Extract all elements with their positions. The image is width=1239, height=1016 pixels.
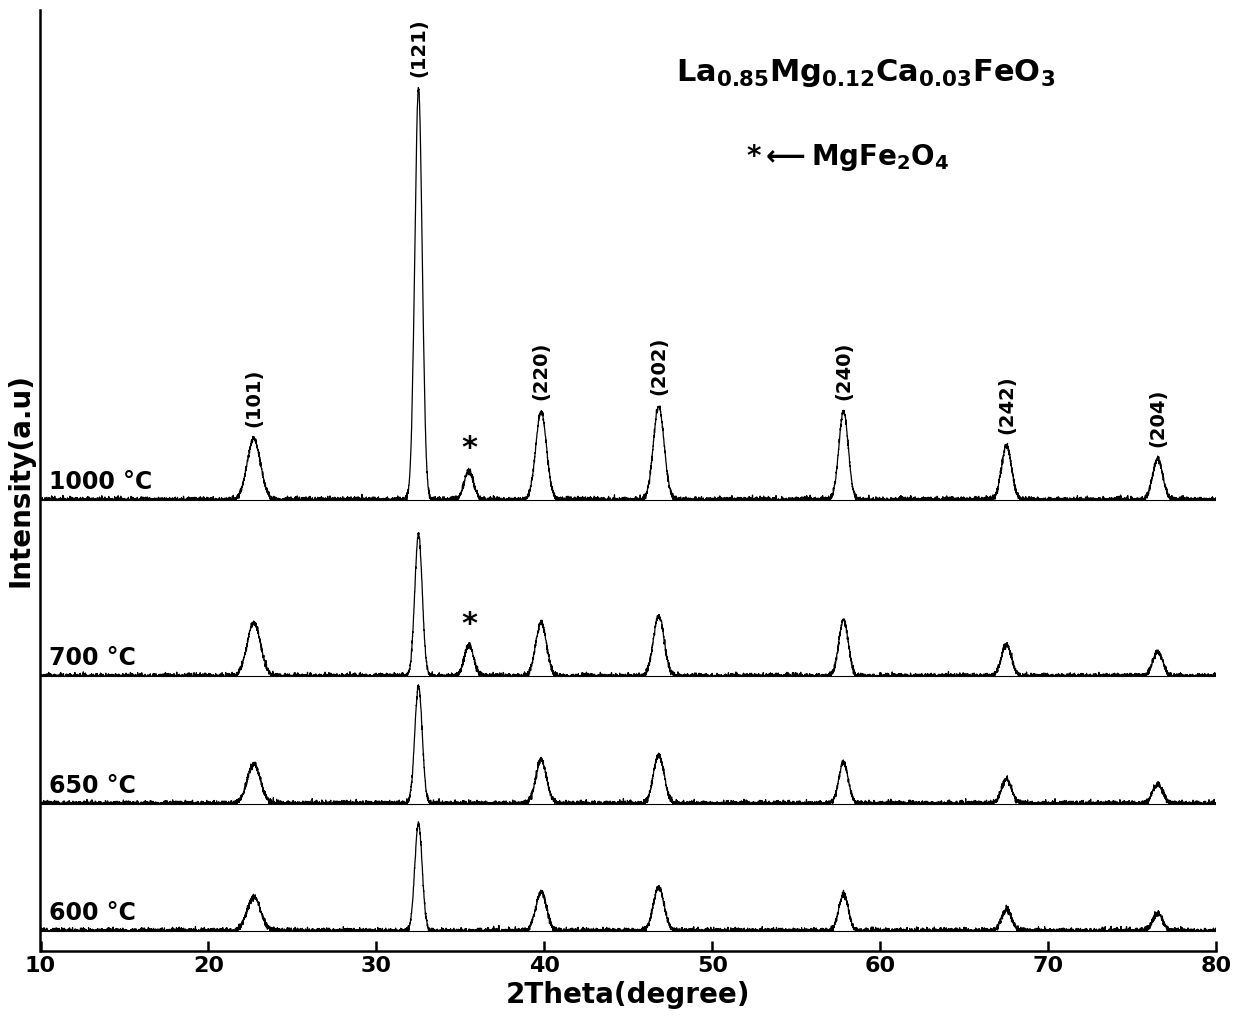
Text: *: * bbox=[461, 610, 477, 639]
Text: *: * bbox=[461, 434, 477, 462]
X-axis label: 2Theta(degree): 2Theta(degree) bbox=[507, 981, 751, 1009]
Text: 600 °C: 600 °C bbox=[48, 901, 136, 926]
Text: (101): (101) bbox=[244, 369, 264, 428]
Text: 700 °C: 700 °C bbox=[48, 646, 136, 671]
Text: $\mathbf{*}$$\mathbf{\longleftarrow MgFe_{2}O_{4}}$: $\mathbf{*}$$\mathbf{\longleftarrow MgFe… bbox=[746, 142, 949, 173]
Text: 1000 °C: 1000 °C bbox=[48, 470, 152, 494]
Text: (240): (240) bbox=[834, 341, 852, 400]
Text: 650 °C: 650 °C bbox=[48, 774, 136, 798]
Text: $\mathbf{La_{0.85}Mg_{0.12}Ca_{0.03}FeO_{3}}$: $\mathbf{La_{0.85}Mg_{0.12}Ca_{0.03}FeO_… bbox=[675, 57, 1054, 89]
Y-axis label: Intensity(a.u): Intensity(a.u) bbox=[7, 374, 35, 587]
Text: (220): (220) bbox=[532, 341, 550, 400]
Text: (202): (202) bbox=[649, 336, 668, 395]
Text: (242): (242) bbox=[997, 376, 1016, 435]
Text: (121): (121) bbox=[409, 18, 427, 77]
Text: (204): (204) bbox=[1149, 389, 1167, 447]
